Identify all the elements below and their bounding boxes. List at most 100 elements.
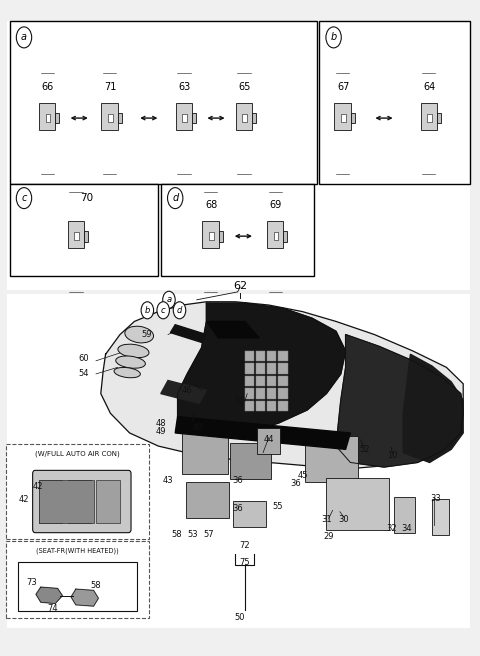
Bar bbox=[278, 388, 288, 399]
Text: 73: 73 bbox=[26, 578, 36, 587]
Circle shape bbox=[173, 302, 186, 319]
Bar bbox=[101, 104, 118, 130]
Bar bbox=[341, 114, 346, 122]
Bar bbox=[257, 428, 280, 454]
Bar bbox=[209, 232, 214, 240]
Bar bbox=[350, 113, 355, 123]
Bar bbox=[267, 401, 276, 411]
Bar bbox=[427, 114, 432, 122]
Bar bbox=[68, 222, 84, 248]
Bar bbox=[230, 443, 271, 479]
Text: 34: 34 bbox=[402, 523, 412, 533]
Bar bbox=[252, 113, 256, 123]
Bar bbox=[274, 232, 278, 240]
Polygon shape bbox=[71, 589, 98, 606]
Circle shape bbox=[16, 188, 32, 209]
Text: 55: 55 bbox=[272, 502, 283, 511]
Text: 61: 61 bbox=[182, 330, 192, 339]
Text: 42: 42 bbox=[32, 482, 43, 491]
Bar bbox=[278, 363, 288, 374]
Bar bbox=[267, 222, 283, 248]
Text: 10: 10 bbox=[387, 451, 397, 461]
Text: 75: 75 bbox=[240, 558, 250, 567]
Text: 59: 59 bbox=[141, 330, 152, 339]
Text: a: a bbox=[167, 295, 171, 304]
Bar bbox=[6, 541, 149, 618]
Text: 70: 70 bbox=[80, 193, 93, 203]
Text: b: b bbox=[144, 306, 150, 315]
Text: (SEAT-FR(WITH HEATED)): (SEAT-FR(WITH HEATED)) bbox=[36, 547, 119, 554]
Text: 65: 65 bbox=[239, 82, 251, 92]
Text: 7: 7 bbox=[189, 414, 195, 423]
Bar bbox=[278, 376, 288, 386]
Text: 57: 57 bbox=[204, 530, 214, 539]
Bar bbox=[432, 499, 449, 535]
Text: d: d bbox=[172, 193, 179, 203]
Text: 62: 62 bbox=[233, 281, 247, 291]
Text: (W/FULL AUTO AIR CON): (W/FULL AUTO AIR CON) bbox=[36, 451, 120, 457]
Circle shape bbox=[163, 291, 175, 308]
Bar bbox=[245, 388, 254, 399]
Bar bbox=[7, 294, 470, 628]
Text: 63: 63 bbox=[179, 82, 191, 92]
Bar bbox=[267, 363, 276, 374]
Text: 66: 66 bbox=[42, 82, 54, 92]
Circle shape bbox=[157, 302, 169, 319]
Bar bbox=[437, 113, 441, 123]
Text: c: c bbox=[161, 306, 166, 315]
Bar bbox=[108, 114, 113, 122]
Bar bbox=[236, 104, 252, 130]
Bar bbox=[334, 104, 350, 130]
Bar bbox=[283, 231, 288, 241]
Text: c: c bbox=[21, 193, 27, 203]
Ellipse shape bbox=[125, 326, 154, 343]
Bar bbox=[233, 501, 266, 527]
Bar bbox=[46, 114, 50, 122]
Bar bbox=[267, 376, 276, 386]
Polygon shape bbox=[178, 303, 346, 436]
Bar bbox=[305, 436, 358, 482]
Ellipse shape bbox=[118, 344, 149, 358]
Text: 29: 29 bbox=[324, 532, 334, 541]
Text: 54: 54 bbox=[79, 369, 89, 379]
Bar bbox=[182, 431, 228, 474]
Text: 30: 30 bbox=[338, 515, 348, 524]
Polygon shape bbox=[206, 321, 259, 338]
Text: 48: 48 bbox=[156, 419, 166, 428]
Text: d: d bbox=[177, 306, 182, 315]
Polygon shape bbox=[336, 335, 463, 467]
Bar bbox=[394, 497, 415, 533]
Bar bbox=[319, 21, 470, 184]
Text: 33: 33 bbox=[430, 494, 441, 503]
Text: 71: 71 bbox=[104, 82, 117, 92]
Ellipse shape bbox=[116, 356, 145, 368]
Text: 72: 72 bbox=[240, 541, 250, 550]
Bar bbox=[278, 351, 288, 361]
Text: 64: 64 bbox=[423, 82, 436, 92]
Bar bbox=[218, 231, 223, 241]
Polygon shape bbox=[170, 325, 206, 342]
Bar bbox=[256, 376, 265, 386]
Text: 50: 50 bbox=[235, 613, 245, 623]
Bar bbox=[84, 231, 88, 241]
Circle shape bbox=[16, 27, 32, 48]
Bar bbox=[420, 104, 437, 130]
Bar bbox=[6, 444, 149, 539]
Polygon shape bbox=[403, 354, 463, 462]
Bar bbox=[68, 480, 91, 523]
Bar bbox=[256, 363, 265, 374]
Bar bbox=[192, 113, 196, 123]
Bar bbox=[256, 388, 265, 399]
Text: a: a bbox=[21, 32, 27, 43]
Text: 49: 49 bbox=[156, 427, 166, 436]
Text: 53: 53 bbox=[187, 530, 198, 539]
Bar bbox=[267, 351, 276, 361]
Bar bbox=[256, 351, 265, 361]
Text: 69: 69 bbox=[270, 200, 282, 210]
Bar bbox=[10, 21, 317, 184]
Bar bbox=[202, 222, 218, 248]
Bar bbox=[245, 376, 254, 386]
Bar bbox=[39, 480, 62, 523]
Text: 40: 40 bbox=[193, 423, 204, 432]
Text: 32: 32 bbox=[386, 523, 396, 533]
